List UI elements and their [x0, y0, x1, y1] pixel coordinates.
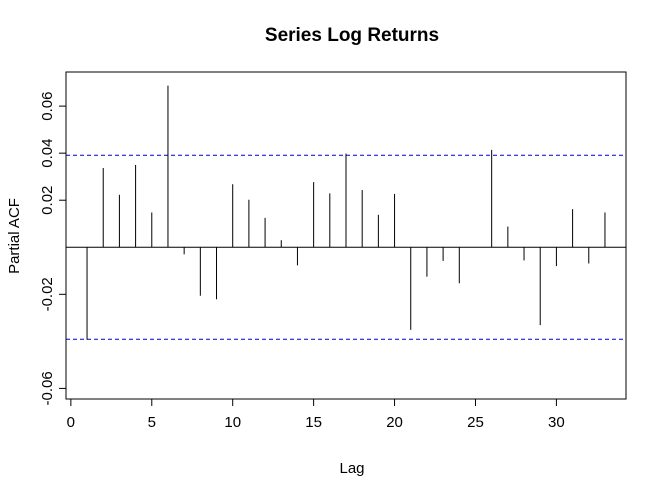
y-axis-title: Partial ACF — [6, 198, 23, 274]
y-tick-label: -0.06 — [39, 371, 56, 405]
y-tick-label: 0.02 — [39, 186, 56, 215]
x-tick-label: 15 — [305, 414, 322, 431]
x-tick-label: 25 — [467, 414, 484, 431]
x-tick-label: 5 — [148, 414, 156, 431]
x-tick-label: 20 — [386, 414, 403, 431]
x-tick-label: 30 — [548, 414, 565, 431]
y-axis: -0.06 -0.02 0.02 0.04 0.06 — [39, 92, 67, 406]
y-tick-label: 0.04 — [39, 139, 56, 168]
chart-title: Series Log Returns — [265, 25, 439, 46]
x-axis-title: Lag — [339, 460, 364, 477]
x-tick-label: 0 — [67, 414, 75, 431]
x-tick-label: 10 — [224, 414, 241, 431]
x-axis: 0 5 10 15 20 25 30 — [67, 398, 565, 431]
y-tick-label: -0.02 — [39, 277, 56, 311]
pacf-bars — [86, 85, 606, 340]
y-tick-label: 0.06 — [39, 92, 56, 121]
